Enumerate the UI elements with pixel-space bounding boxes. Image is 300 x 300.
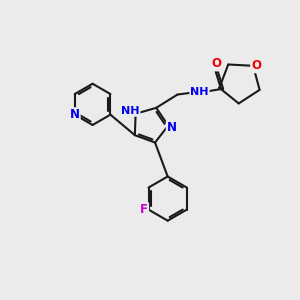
Text: O: O [212,57,222,70]
Text: O: O [251,59,261,72]
Text: N: N [167,122,177,134]
Text: NH: NH [190,87,209,97]
Text: NH: NH [121,106,140,116]
Text: F: F [140,203,148,216]
Text: N: N [70,108,80,121]
